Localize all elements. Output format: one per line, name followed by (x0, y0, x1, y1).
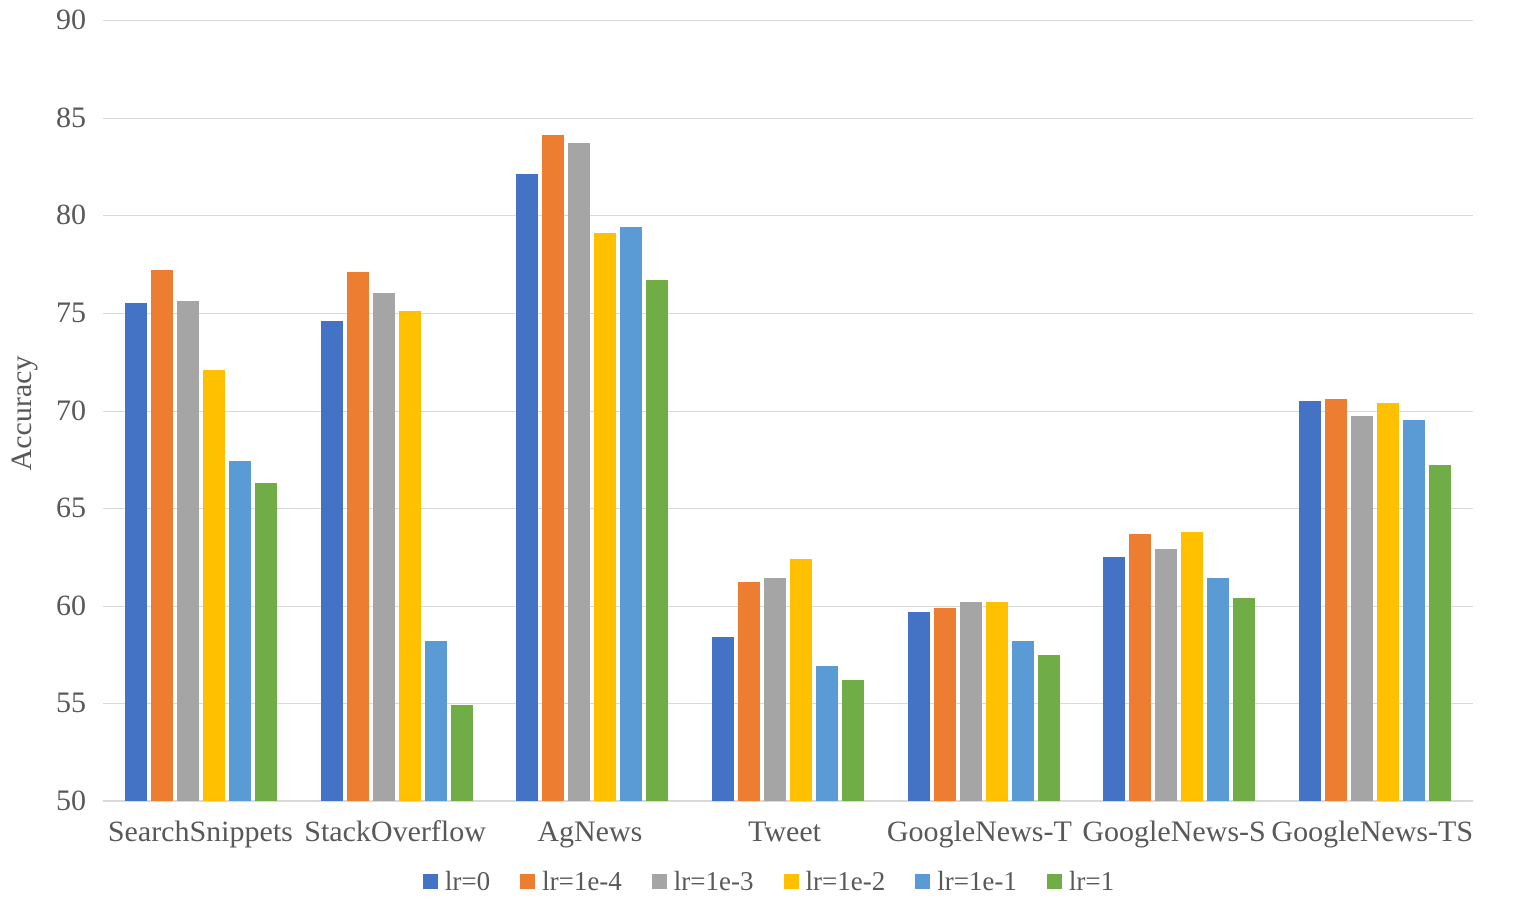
bar-StackOverflow-lr=1e-2 (398, 310, 421, 801)
bar-StackOverflow-lr=1 (450, 705, 473, 801)
x-label-AgNews: AgNews (537, 815, 643, 848)
gridline-50 (103, 800, 1473, 802)
gridline-90 (103, 20, 1473, 21)
gridline-80 (103, 215, 1473, 217)
legend-item-lr=1e-2: lr=1e-2 (783, 866, 886, 896)
legend-label: lr=1 (1068, 866, 1115, 896)
x-axis-labels: SearchSnippets StackOverflow AgNews Tweet Go… (103, 815, 1473, 849)
bar-StackOverflow-lr=0 (320, 320, 343, 801)
y-tick-label-85: 85 (56, 100, 86, 134)
bar-SearchSnippets-lr=1e-3 (176, 301, 199, 801)
legend-swatch-icon (915, 874, 931, 889)
y-tick-label-55: 55 (56, 686, 86, 720)
x-label-SearchSnippets: SearchSnippets (107, 815, 293, 848)
legend-item-lr=1e-3: lr=1e-3 (651, 866, 754, 896)
bar-GoogleNews-S-lr=1e-2 (1181, 531, 1204, 801)
gridline-60 (103, 605, 1473, 607)
gridline-85 (103, 117, 1473, 119)
bar-group-SearchSnippets (103, 20, 299, 801)
bar-SearchSnippets-lr=1e-4 (150, 269, 173, 801)
bar-GoogleNews-S-lr=0 (1103, 556, 1126, 801)
x-label-GoogleNews-T: GoogleNews-T (886, 815, 1072, 848)
bar-AgNews-lr=1 (646, 279, 669, 801)
bar-Tweet-lr=1e-2 (790, 558, 813, 801)
x-label-GoogleNews-TS: GoogleNews-TS (1271, 815, 1474, 848)
bar-Tweet-lr=0 (712, 637, 735, 801)
legend-swatch-icon (422, 874, 438, 889)
bar-GoogleNews-TS-lr=0 (1299, 400, 1322, 801)
bar-GoogleNews-TS-lr=1e-4 (1325, 398, 1348, 801)
bar-group-GoogleNews-S (1082, 20, 1278, 801)
y-tick-label-70: 70 (56, 393, 86, 427)
legend-swatch-icon (783, 874, 799, 889)
legend-item-lr=1e-4: lr=1e-4 (520, 868, 622, 895)
bar-group-Tweet (690, 20, 886, 801)
gridline-75 (103, 312, 1473, 314)
legend-label: lr=1e-2 (805, 866, 886, 896)
bar-AgNews-lr=1e-2 (594, 232, 617, 801)
legend-item-lr=0: lr=0 (422, 866, 491, 896)
bar-group-GoogleNews-TS (1277, 20, 1473, 801)
plot-area (103, 20, 1473, 802)
legend-label: lr=1e-3 (673, 866, 754, 896)
bar-GoogleNews-T-lr=1 (1037, 654, 1060, 801)
legend-swatch-icon (520, 874, 536, 889)
x-label-Tweet: Tweet (748, 815, 821, 848)
y-tick-label-50: 50 (56, 784, 86, 817)
gridline-65 (103, 508, 1473, 510)
bar-GoogleNews-T-lr=0 (907, 611, 930, 801)
legend-item-lr=1: lr=1 (1046, 866, 1115, 896)
y-tick-label-65: 65 (56, 491, 86, 525)
bar-GoogleNews-TS-lr=1e-3 (1351, 416, 1374, 801)
y-tick-label-75: 75 (56, 295, 86, 329)
gridline-70 (103, 410, 1473, 412)
bar-AgNews-lr=0 (516, 174, 539, 801)
bar-groups (103, 20, 1473, 801)
legend-swatch-icon (1046, 874, 1062, 889)
legend-label: lr=1e-4 (542, 866, 622, 896)
bar-group-GoogleNews-T (886, 20, 1082, 801)
bar-Tweet-lr=1e-1 (816, 666, 839, 801)
bar-SearchSnippets-lr=1 (254, 482, 277, 801)
bar-GoogleNews-T-lr=1e-1 (1011, 640, 1034, 801)
bar-GoogleNews-S-lr=1e-4 (1129, 533, 1152, 801)
y-tick-label-80: 80 (56, 198, 86, 232)
bar-SearchSnippets-lr=0 (124, 303, 147, 801)
bar-GoogleNews-TS-lr=1 (1429, 465, 1452, 801)
legend-label: lr=1e-1 (937, 866, 1017, 896)
bar-GoogleNews-S-lr=1 (1233, 597, 1256, 801)
legend-swatch-icon (651, 874, 667, 889)
bar-group-AgNews (494, 20, 690, 801)
legend-item-lr=1e-1: lr=1e-1 (915, 868, 1017, 895)
bar-SearchSnippets-lr=1e-1 (228, 461, 251, 801)
x-label-StackOverflow: StackOverflow (304, 815, 486, 848)
bar-GoogleNews-TS-lr=1e-2 (1377, 402, 1400, 801)
bar-StackOverflow-lr=1e-3 (372, 293, 395, 801)
y-tick-label-90: 90 (56, 3, 86, 36)
bar-Tweet-lr=1e-3 (764, 578, 787, 801)
legend: lr=0 lr=1e-4 lr=1e-3 lr=1e-2 lr=1e-1 lr=1 (0, 868, 1537, 895)
bar-StackOverflow-lr=1e-1 (424, 640, 447, 801)
y-tick-label-60: 60 (56, 588, 86, 622)
bar-SearchSnippets-lr=1e-2 (202, 369, 225, 801)
bar-GoogleNews-T-lr=1e-2 (985, 601, 1008, 801)
bar-AgNews-lr=1e-1 (620, 226, 643, 801)
gridline-55 (103, 703, 1473, 705)
legend-label: lr=0 (444, 866, 491, 896)
bar-GoogleNews-TS-lr=1e-1 (1403, 420, 1426, 801)
x-label-GoogleNews-S: GoogleNews-S (1082, 815, 1266, 848)
bar-AgNews-lr=1e-3 (568, 143, 591, 801)
bar-group-StackOverflow (299, 20, 495, 801)
bar-AgNews-lr=1e-4 (542, 135, 565, 801)
bar-Tweet-lr=1 (842, 679, 865, 801)
bar-Tweet-lr=1e-4 (738, 582, 761, 801)
bar-GoogleNews-S-lr=1e-3 (1155, 549, 1178, 801)
bar-StackOverflow-lr=1e-4 (346, 271, 369, 801)
bar-GoogleNews-T-lr=1e-3 (959, 601, 982, 801)
bar-GoogleNews-T-lr=1e-4 (933, 607, 956, 801)
bar-GoogleNews-S-lr=1e-1 (1207, 578, 1230, 801)
